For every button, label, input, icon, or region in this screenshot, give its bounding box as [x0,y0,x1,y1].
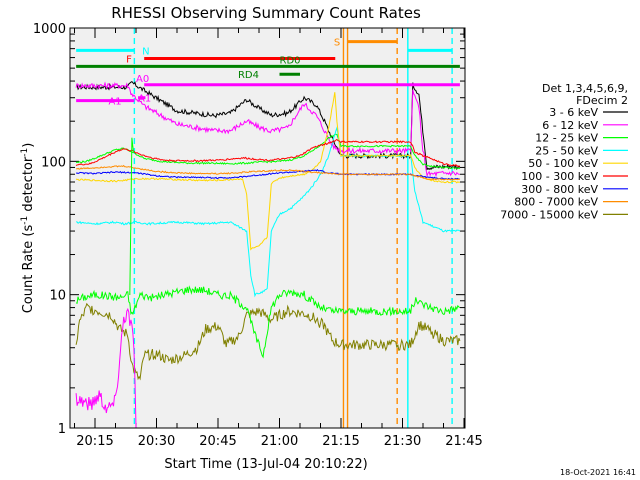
x-tick-label: 21:45 [445,434,482,449]
legend-entry-label: 7000 - 15000 keV [500,208,598,221]
series-line [75,92,461,251]
series-line [76,80,461,171]
x-tick-label: 20:15 [76,434,113,449]
series-line [75,81,460,178]
plot-timestamp: 18-Oct-2021 16:41 [560,468,636,477]
x-tick-label: 20:30 [138,434,175,449]
flag-label: RD0 [280,55,301,66]
y-tick-label: 10 [49,289,66,304]
series-line [75,138,460,167]
y-tick-label: 1 [58,422,66,437]
series-line [76,168,461,181]
legend-entry-label: 300 - 800 keV [521,183,598,196]
legend-entry-label: 800 - 7000 keV [514,196,598,209]
chart-title: RHESSI Observing Summary Count Rates [111,4,421,22]
y-tick-label: 100 [41,155,66,170]
y-axis-label-part: detector [21,156,36,216]
series-line [76,164,461,181]
legend-entry-label: 6 - 12 keV [542,119,598,132]
y-axis-label-superscript: -1 [20,148,30,157]
flag-bars: NF S RD0 RD4 A0 A1 A1 [76,38,460,108]
y-axis-label-part: ) [21,143,36,148]
flag-label: F [126,55,132,66]
legend-entry-label: 50 - 100 keV [528,157,598,170]
legend-header-line-2: FDecim 2 [576,94,628,107]
plot-frame [69,27,466,429]
series-segment [75,285,461,359]
y-axis-label: Count Rate (s-1 detector-1) [20,143,36,314]
x-tick-label: 20:45 [199,434,236,449]
series-lines [75,80,461,429]
legend-entry-label: 12 - 25 keV [535,132,598,145]
series-segment [75,307,137,429]
y-tick-label: 1000 [33,22,66,37]
y-axis-label-part: Count Rate (s [21,225,36,314]
legend-entry-label: 25 - 50 keV [535,144,598,157]
legend-entry-label: 3 - 6 keV [549,106,598,119]
flag-label: A0 [136,74,149,85]
flag-label: S [334,38,340,49]
axis-ticks: 1 10 100 1000 20:15 20:30 20:45 21:00 21:15 21:30… [33,22,483,449]
x-tick-label: 21:15 [322,434,359,449]
flag-label: A1 [108,97,121,108]
y-axis-label-superscript: -1 [20,216,30,225]
x-axis-label: Start Time (13-Jul-04 20:10:22) [164,457,367,472]
flag-label: A1 [138,94,151,105]
x-tick-label: 21:00 [261,434,298,449]
mode-boundary-lines [133,28,453,428]
x-tick-label: 21:30 [384,434,421,449]
flag-label: RD4 [238,70,259,81]
series-segment [129,137,134,296]
legend-header-line-1: Det 1,3,4,5,6,9, [542,82,628,95]
flag-label: N [142,46,149,57]
legend-entry-label: 100 - 300 keV [521,170,598,183]
